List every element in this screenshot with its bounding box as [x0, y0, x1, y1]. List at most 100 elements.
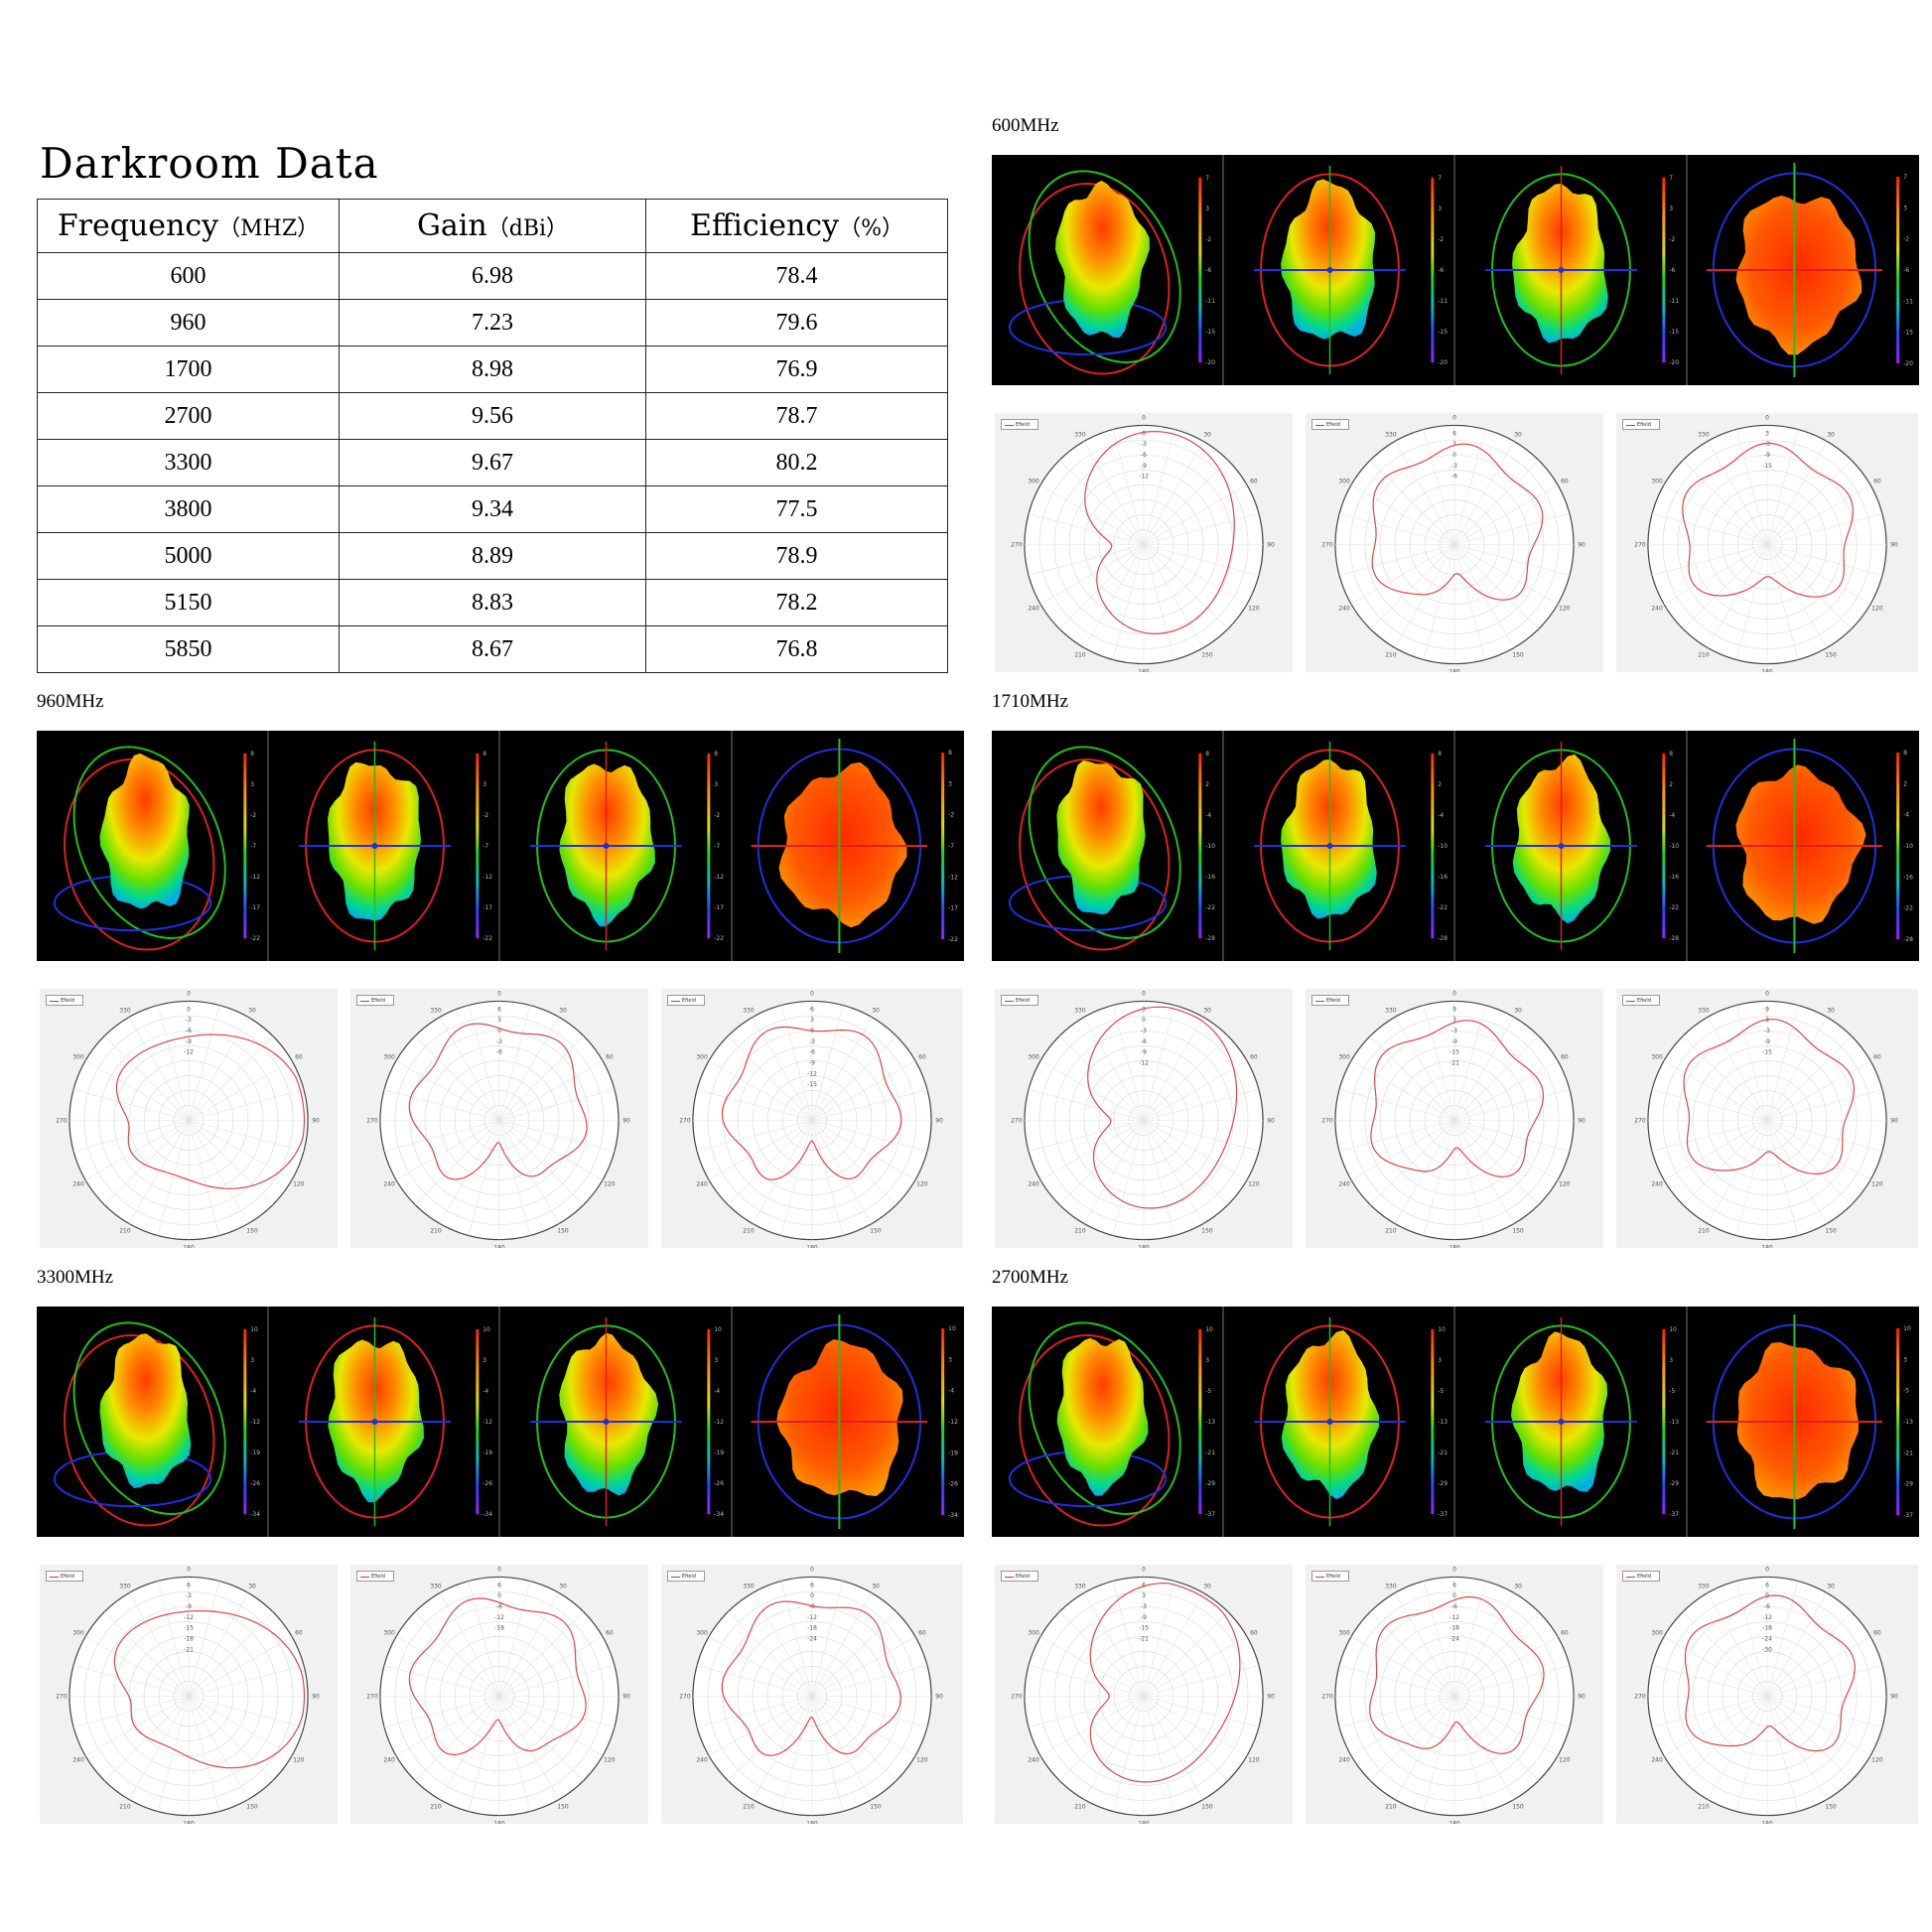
polar-ring-label: -6: [1141, 452, 1147, 459]
polar-angle-label: 150: [1512, 1227, 1524, 1234]
scale-tick-label: -4: [1903, 812, 1909, 819]
scale-tick-label: -2: [1669, 236, 1675, 243]
scale-tick-label: -29: [1438, 1480, 1448, 1487]
polar-angle-label: 30: [1203, 1008, 1211, 1015]
polar-ring-label: -12: [184, 1614, 194, 1621]
polar-angle-label: 300: [1651, 1629, 1663, 1636]
radiation-3d-strip: 10 3 -5 -13 -21 -29 -37 10 3 -5 -13 -21 -29 -37 10 3 -5 -…: [992, 1307, 1919, 1537]
polar-ring-label: -3: [809, 1038, 815, 1045]
radiation-3d-strip: 10 3 -4 -12 -19 -26 -34 10 3 -4 -12 -19 -26 -34 10 3 -4 -…: [37, 1307, 964, 1537]
polar-angle-label: 120: [1871, 606, 1883, 613]
polar-plot: 030609012015018021024027030033060-6-12-1…: [1306, 1565, 1603, 1824]
cell-gain: 8.67: [339, 625, 646, 673]
scale-tick-label: -13: [1205, 1419, 1215, 1426]
polar-ring-label: -9: [1764, 452, 1770, 459]
radiation-3d-view: 8 2 -4 -10 -16 -22 -28: [1706, 739, 1913, 953]
scale-tick-label: -22: [1438, 904, 1448, 911]
polar-angle-label: 150: [1825, 1803, 1837, 1810]
table-header-row: Frequency（MHZ） Gain（dBi） Efficiency（%）: [37, 199, 948, 253]
polar-ring-label: -24: [807, 1635, 817, 1642]
polar-angle-label: 30: [1203, 1584, 1211, 1590]
scale-tick-label: -22: [714, 935, 724, 942]
polar-angle-label: 120: [1248, 606, 1260, 613]
polar-ring-label: 6: [497, 1582, 501, 1588]
polar-angle-label: 300: [1028, 1053, 1039, 1060]
polar-ring-label: -9: [186, 1038, 192, 1045]
section-label-3300mhz: 3300MHz: [37, 1267, 114, 1288]
polar-angle-label: 240: [1338, 606, 1350, 613]
polar-ring-label: -6: [496, 1603, 502, 1610]
polar-plot: 0 30 60 90 120 150 180 210 240 270 300 330 0 -3 -6 -9 -1…: [995, 413, 1293, 672]
polar-ring-label: -12: [1762, 1614, 1772, 1621]
polar-angle-label: 0: [1142, 990, 1146, 997]
scale-tick-label: -21: [1903, 1449, 1913, 1456]
gain-efficiency-table: Frequency（MHZ） Gain（dBi） Efficiency（%） 6…: [37, 199, 948, 673]
radiation-3d-strip: 8 2 -4 -10 -16 -22 -28 8 2 -4 -10 -16 -22 -28 8 2 -4 -10 -…: [992, 731, 1919, 961]
radiation-3d-panel: 8 3 -2 -7 -12 -17 -22: [269, 731, 500, 961]
polar-angle-label: 330: [743, 1584, 755, 1590]
scale-tick-label: 3: [1903, 1356, 1907, 1363]
polar-ring-label: 6: [187, 1582, 191, 1588]
scale-tick-label: -28: [1903, 936, 1913, 943]
polar-angle-label: 150: [870, 1803, 882, 1810]
polar-angle-label: 30: [1514, 432, 1522, 439]
polar-angle-label: 180: [806, 1821, 818, 1824]
radiation-3d-view: 8 2 -4 -10 -16 -22 -28: [1485, 741, 1679, 951]
polar-angle-label: 30: [1827, 432, 1835, 439]
polar-ring-label: 0: [1142, 1017, 1146, 1024]
polar-ring-label: 0: [810, 1592, 814, 1599]
scale-tick-label: -19: [483, 1449, 492, 1456]
table-row: 1700 8.98 76.9: [37, 345, 948, 393]
polar-ring-label: -6: [496, 1049, 502, 1056]
polar-angle-label: 0: [1765, 1566, 1769, 1573]
polar-angle-label: 120: [293, 1181, 305, 1188]
scale-tick-label: -5: [1669, 1388, 1675, 1395]
polar-angle-label: 60: [606, 1629, 614, 1636]
cell-efficiency: 79.6: [645, 299, 948, 346]
polar-angle-label: 180: [493, 1821, 505, 1824]
polar-angle-label: 120: [1871, 1181, 1883, 1188]
polar-ring-label: 3: [1765, 1017, 1769, 1024]
polar-angle-label: 330: [119, 1008, 131, 1015]
scale-tick-label: -37: [1669, 1511, 1679, 1518]
polar-ring-label: -12: [1139, 474, 1149, 481]
polar-angle-label: 210: [1698, 651, 1710, 658]
polar-angle-label: 270: [1011, 1694, 1023, 1701]
polar-angle-label: 300: [1028, 1629, 1039, 1636]
scale-tick-label: -26: [483, 1480, 492, 1487]
polar-angle-label: 0: [187, 990, 191, 997]
scale-tick-label: -11: [1903, 298, 1913, 305]
radiation-3d-view: 10 3 -4 -12 -19 -26 -34: [53, 1321, 260, 1527]
scale-tick-label: -19: [948, 1449, 958, 1456]
scale-tick-label: 3: [948, 780, 952, 787]
polar-angle-label: 90: [935, 1694, 943, 1701]
polar-trace: [1682, 442, 1854, 598]
polar-angle-label: 60: [1561, 478, 1569, 484]
polar-ring-label: -3: [186, 1592, 192, 1599]
radiation-3d-view: 7 3 -2 -6 -11 -15 -20: [1706, 163, 1913, 377]
scale-tick-label: -28: [1438, 935, 1448, 942]
polar-angle-label: 240: [696, 1757, 708, 1764]
polar-angle-label: 0: [1452, 1566, 1456, 1573]
polar-ring-label: -12: [1139, 1059, 1149, 1066]
polar-angle-label: 330: [1074, 1584, 1086, 1590]
cell-frequency: 960: [37, 299, 340, 346]
polar-ring-label: -3: [1451, 463, 1457, 470]
scale-tick-label: -11: [1438, 298, 1448, 305]
polar-ring-label: 6: [1452, 430, 1456, 437]
polar-angle-label: 270: [1011, 542, 1023, 549]
scale-tick-label: -13: [1903, 1419, 1913, 1426]
radiation-3d-panel: 8 3 -2 -7 -12 -17 -22: [500, 731, 733, 961]
scale-tick-label: 3: [1438, 1357, 1442, 1364]
radiation-3d-view: 8 2 -4 -10 -16 -22 -28: [1008, 746, 1215, 951]
polar-chart: 0 30 60 90 120 150 180 210 240 270 300 330 9 3 -3 -9 -15…: [1321, 990, 1586, 1248]
polar-angle-label: 240: [696, 1181, 708, 1188]
polar-angle-label: 180: [1761, 669, 1773, 672]
section-label-1710mhz: 1710MHz: [992, 691, 1069, 712]
polar-plot: 0 30 60 90 120 150 180 210 240 270 300 330 6 -3 -9 -12 -…: [40, 1565, 338, 1824]
polar-angle-label: 30: [1827, 1584, 1835, 1590]
polar-angle-label: 300: [1651, 1053, 1663, 1060]
polar-angle-label: 300: [1338, 1629, 1350, 1636]
radiation-3d-panel: 7 3 -2 -6 -11 -15 -20: [1455, 155, 1688, 385]
scale-tick-label: 2: [1438, 781, 1442, 788]
